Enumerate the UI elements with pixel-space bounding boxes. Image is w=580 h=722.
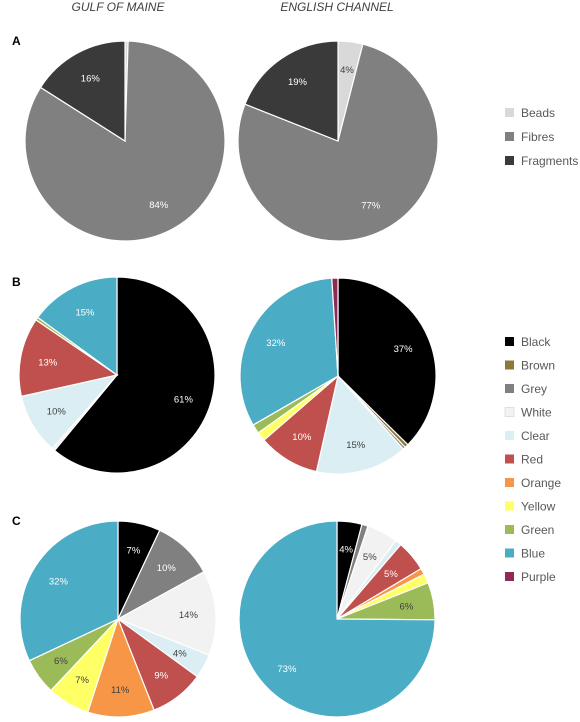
slice-label-black: 7%	[127, 546, 141, 557]
slice-blue	[239, 277, 339, 426]
pie-a-english-channel: 4% 77% 19%	[237, 40, 439, 242]
slice-label-blue: 32%	[266, 338, 286, 349]
legend-label-green: Green	[521, 523, 554, 537]
slice-blue	[238, 520, 436, 718]
panel-letter-b: B	[12, 275, 21, 289]
legend-b-c: Black Brown Grey White Clear Red Orange Yellow G…	[504, 335, 561, 584]
legend-swatch-red	[505, 454, 514, 464]
slice-black	[337, 277, 437, 446]
legend-label-purple: Purple	[521, 570, 556, 584]
panel-letter-a: A	[12, 34, 21, 48]
legend-swatch-brown	[505, 360, 514, 370]
pie-c-english-channel: 4% 5% 5% 6% 73%	[238, 520, 436, 718]
column-title-english-channel: ENGLISH CHANNEL	[280, 0, 393, 14]
legend-label-blue: Blue	[521, 547, 545, 561]
slice-blue	[19, 520, 119, 662]
slice-label-green: 6%	[400, 602, 414, 613]
slice-clear	[315, 374, 405, 475]
slice-label-clear: 4%	[173, 649, 187, 660]
legend-swatch-blue	[505, 548, 514, 558]
legend-swatch-clear	[505, 431, 514, 440]
legend-swatch-purple	[505, 572, 514, 581]
slice-label-fragments: 19%	[288, 77, 308, 88]
legend-swatch-grey	[505, 384, 514, 393]
slice-label-red: 9%	[154, 670, 168, 681]
pie-b-english-channel: 37% 15% 10% 32%	[239, 277, 437, 475]
legend-label-red: Red	[521, 453, 543, 467]
slice-label-blue: 15%	[75, 308, 95, 319]
slice-label-red: 10%	[292, 432, 312, 443]
legend-a: Beads Fibres Fragments	[505, 106, 578, 168]
slice-label-red: 13%	[38, 357, 58, 368]
slice-label-blue: 73%	[277, 664, 297, 675]
slice-red	[18, 319, 119, 398]
slice-label-red: 5%	[384, 569, 398, 580]
legend-label-clear: Clear	[521, 429, 550, 443]
slice-blue	[36, 276, 118, 377]
legend-label-yellow: Yellow	[521, 500, 556, 514]
slice-label-blue: 32%	[49, 577, 69, 588]
slice-label-clear: 10%	[47, 406, 67, 417]
slice-label-grey: 10%	[157, 563, 177, 574]
legends-layer: Beads Fibres Fragments Black Brown Grey White C…	[504, 106, 578, 584]
slice-label-white: 14%	[179, 610, 199, 621]
slice-label-fragments: 16%	[81, 73, 101, 84]
pie-c-gulf-of-maine: 7% 10% 14% 4% 9% 11% 7% 6% 32%	[19, 520, 217, 718]
slice-label-fibres: 84%	[149, 200, 169, 211]
legend-swatch-fragments	[505, 156, 514, 165]
legend-label-grey: Grey	[521, 382, 547, 396]
slice-label-beads: 4%	[340, 65, 354, 76]
legend-swatch-yellow	[505, 501, 514, 511]
legend-swatch-white	[504, 407, 515, 417]
legend-label-brown: Brown	[521, 359, 555, 373]
slice-fragments	[39, 40, 126, 143]
pie-b-gulf-of-maine: 61% 10% 13% 15%	[18, 276, 216, 474]
slice-label-white: 5%	[363, 552, 377, 563]
legend-label-orange: Orange	[521, 476, 561, 490]
legend-label-beads: Beads	[521, 106, 555, 120]
slice-label-yellow: 7%	[75, 675, 89, 686]
slice-orange	[86, 617, 155, 718]
legend-swatch-green	[505, 525, 514, 534]
legend-swatch-orange	[505, 478, 514, 487]
column-title-gulf-of-maine: GULF OF MAINE	[72, 0, 166, 14]
slice-purple	[331, 277, 339, 377]
legend-label-fragments: Fragments	[521, 154, 578, 168]
slice-label-black: 4%	[339, 545, 353, 556]
legend-swatch-fibres	[505, 132, 514, 141]
pies-layer: 84%16%4%77%19%61%10%13%15%37%15%10%32%7%…	[18, 40, 439, 718]
legend-label-fibres: Fibres	[521, 130, 554, 144]
slice-fragments	[244, 40, 339, 142]
slice-label-black: 37%	[394, 344, 414, 355]
slice-label-clear: 15%	[346, 440, 366, 451]
legend-label-white: White	[521, 406, 552, 420]
legend-swatch-beads	[505, 108, 514, 117]
legend-label-black: Black	[521, 335, 551, 349]
slice-label-orange: 11%	[111, 685, 130, 696]
slice-label-black: 61%	[174, 394, 194, 405]
slice-white	[116, 570, 217, 656]
panel-letter-c: C	[12, 514, 21, 528]
slice-label-green: 6%	[54, 656, 68, 667]
slice-label-fibres: 77%	[361, 201, 381, 212]
slice-fibres	[237, 43, 439, 242]
pie-a-gulf-of-maine: 84% 16%	[24, 40, 226, 242]
legend-swatch-black	[505, 337, 514, 346]
slice-black	[53, 276, 216, 474]
